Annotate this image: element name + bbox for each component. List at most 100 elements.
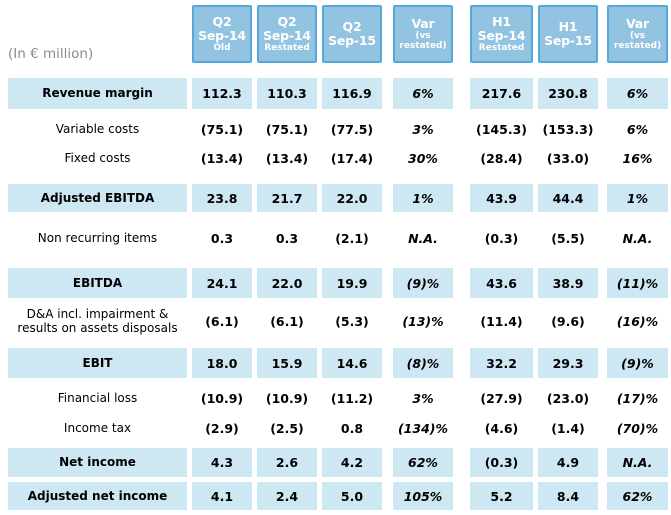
- value-cell: 4.2: [322, 448, 382, 477]
- value-cell: (23.0): [546, 390, 590, 406]
- header-date: Sep-14: [477, 27, 526, 43]
- value-cell: 4.9: [538, 448, 598, 477]
- value-cell: (6.1): [205, 313, 239, 329]
- header-period: H1: [558, 19, 578, 34]
- value-cell: 8.4: [538, 482, 598, 510]
- header-date: Sep-14: [198, 27, 246, 43]
- value-cell: 230.8: [538, 78, 598, 109]
- value-cell: (10.9): [265, 390, 309, 406]
- var-value-cell: (70)%: [616, 420, 659, 436]
- var-value-cell: 16%: [622, 150, 653, 166]
- var-value-cell: 3%: [412, 390, 434, 406]
- table-inner: (In € million) Q2 Sep-14 Old Q2 Sep-14 Restat…: [8, 5, 668, 510]
- value-cell: 21.7: [257, 184, 317, 212]
- var-value-cell: 6%: [607, 78, 668, 109]
- value-cell: (5.5): [551, 230, 585, 246]
- header-period: Q2: [212, 13, 232, 29]
- header-note: Old: [213, 42, 231, 53]
- var-value-cell: 105%: [393, 482, 453, 510]
- column-header-q2-sep-14: Q2 Sep-14 Restated: [257, 5, 317, 63]
- value-cell: 14.6: [322, 348, 382, 378]
- table-row: EBITDA 24.1 22.0 19.9 (9)% 43.6 38.9 (11)%: [8, 268, 668, 298]
- unit-label: (In € million): [8, 46, 94, 62]
- row-label: Financial loss: [57, 390, 138, 405]
- column-header-var: Var (vs restated): [607, 5, 668, 63]
- value-cell: (75.1): [265, 121, 309, 137]
- value-cell: (28.4): [480, 150, 523, 166]
- var-value-cell: (134)%: [397, 420, 449, 436]
- table-row: Variable costs (75.1) (75.1) (77.5) 3% (145.3…: [8, 117, 668, 141]
- column-header-q2-sep-14: Q2 Sep-14 Old: [192, 5, 252, 63]
- value-cell: (153.3): [542, 121, 594, 137]
- row-label: EBITDA: [8, 268, 187, 298]
- table-row: Financial loss (10.9) (10.9) (11.2) 3% (27.9)…: [8, 386, 668, 410]
- value-cell: (1.4): [551, 420, 585, 436]
- var-value-cell: 30%: [408, 150, 438, 166]
- value-cell: 110.3: [257, 78, 317, 109]
- value-cell: 22.0: [257, 268, 317, 298]
- var-value-cell: (9)%: [607, 348, 668, 378]
- header-note: Restated: [264, 42, 310, 53]
- value-cell: 22.0: [322, 184, 382, 212]
- row-label: Net income: [8, 448, 187, 477]
- var-value-cell: (17)%: [616, 390, 659, 406]
- table-row: Fixed costs (13.4) (13.4) (17.4) 30% (28.4) (3…: [8, 146, 668, 170]
- header-period: Var: [626, 16, 649, 32]
- header-note: (vs restated): [613, 31, 662, 51]
- value-cell: 0.3: [210, 230, 234, 246]
- row-label: Adjusted EBITDA: [8, 184, 187, 212]
- value-cell: (4.6): [484, 420, 519, 436]
- row-label: EBIT: [8, 348, 187, 378]
- header-note: Restated: [478, 42, 525, 53]
- row-label: Income tax: [63, 420, 132, 435]
- column-header-var: Var (vs restated): [393, 5, 453, 63]
- var-value-cell: 6%: [626, 121, 649, 137]
- value-cell: 15.9: [257, 348, 317, 378]
- var-value-cell: 1%: [607, 184, 668, 212]
- value-cell: (13.4): [265, 150, 309, 166]
- value-cell: 0.3: [275, 230, 299, 246]
- value-cell: (145.3): [476, 121, 527, 137]
- var-value-cell: (13)%: [402, 313, 444, 329]
- var-value-cell: 6%: [393, 78, 453, 109]
- value-cell: (27.9): [480, 390, 523, 406]
- value-cell: 5.0: [322, 482, 382, 510]
- value-cell: 217.6: [470, 78, 533, 109]
- header-period: Q2: [342, 19, 362, 34]
- header-period: Var: [411, 16, 435, 32]
- header-period: H1: [492, 13, 511, 29]
- table-body: Revenue margin 112.3 110.3 116.9 6% 217.6 230.…: [8, 78, 668, 510]
- value-cell: (0.3): [484, 230, 519, 246]
- row-label: Variable costs: [55, 121, 140, 136]
- value-cell: (13.4): [200, 150, 244, 166]
- table-row: D&A incl. impairment & results on assets…: [8, 303, 668, 339]
- column-header-h1-sep-15: H1 Sep-15: [538, 5, 598, 63]
- table-header-row: (In € million) Q2 Sep-14 Old Q2 Sep-14 Restat…: [8, 5, 668, 63]
- table-row: Adjusted EBITDA 23.8 21.7 22.0 1% 43.9 44.4 1%: [8, 184, 668, 212]
- var-value-cell: (16)%: [616, 313, 659, 329]
- value-cell: 0.8: [340, 420, 364, 436]
- value-cell: (2.1): [335, 230, 369, 246]
- var-value-cell: 62%: [607, 482, 668, 510]
- row-label: Revenue margin: [8, 78, 187, 109]
- value-cell: (11.2): [330, 390, 374, 406]
- value-cell: 19.9: [322, 268, 382, 298]
- value-cell: (33.0): [546, 150, 590, 166]
- var-value-cell: 3%: [412, 121, 434, 137]
- var-value-cell: 62%: [393, 448, 453, 477]
- value-cell: (17.4): [330, 150, 374, 166]
- value-cell: 24.1: [192, 268, 252, 298]
- var-value-cell: (11)%: [607, 268, 668, 298]
- value-cell: (0.3): [470, 448, 533, 477]
- value-cell: 32.2: [470, 348, 533, 378]
- header-date: Sep-15: [544, 33, 592, 48]
- row-label: Non recurring items: [37, 230, 158, 245]
- table-row: Adjusted net income 4.1 2.4 5.0 105% 5.2 8.4 62…: [8, 482, 668, 510]
- header-note: (vs restated): [399, 31, 447, 51]
- var-value-cell: (9)%: [393, 268, 453, 298]
- table-row: Revenue margin 112.3 110.3 116.9 6% 217.6 230.…: [8, 78, 668, 109]
- var-value-cell: N.A.: [607, 448, 668, 477]
- value-cell: 29.3: [538, 348, 598, 378]
- value-cell: (6.1): [270, 313, 304, 329]
